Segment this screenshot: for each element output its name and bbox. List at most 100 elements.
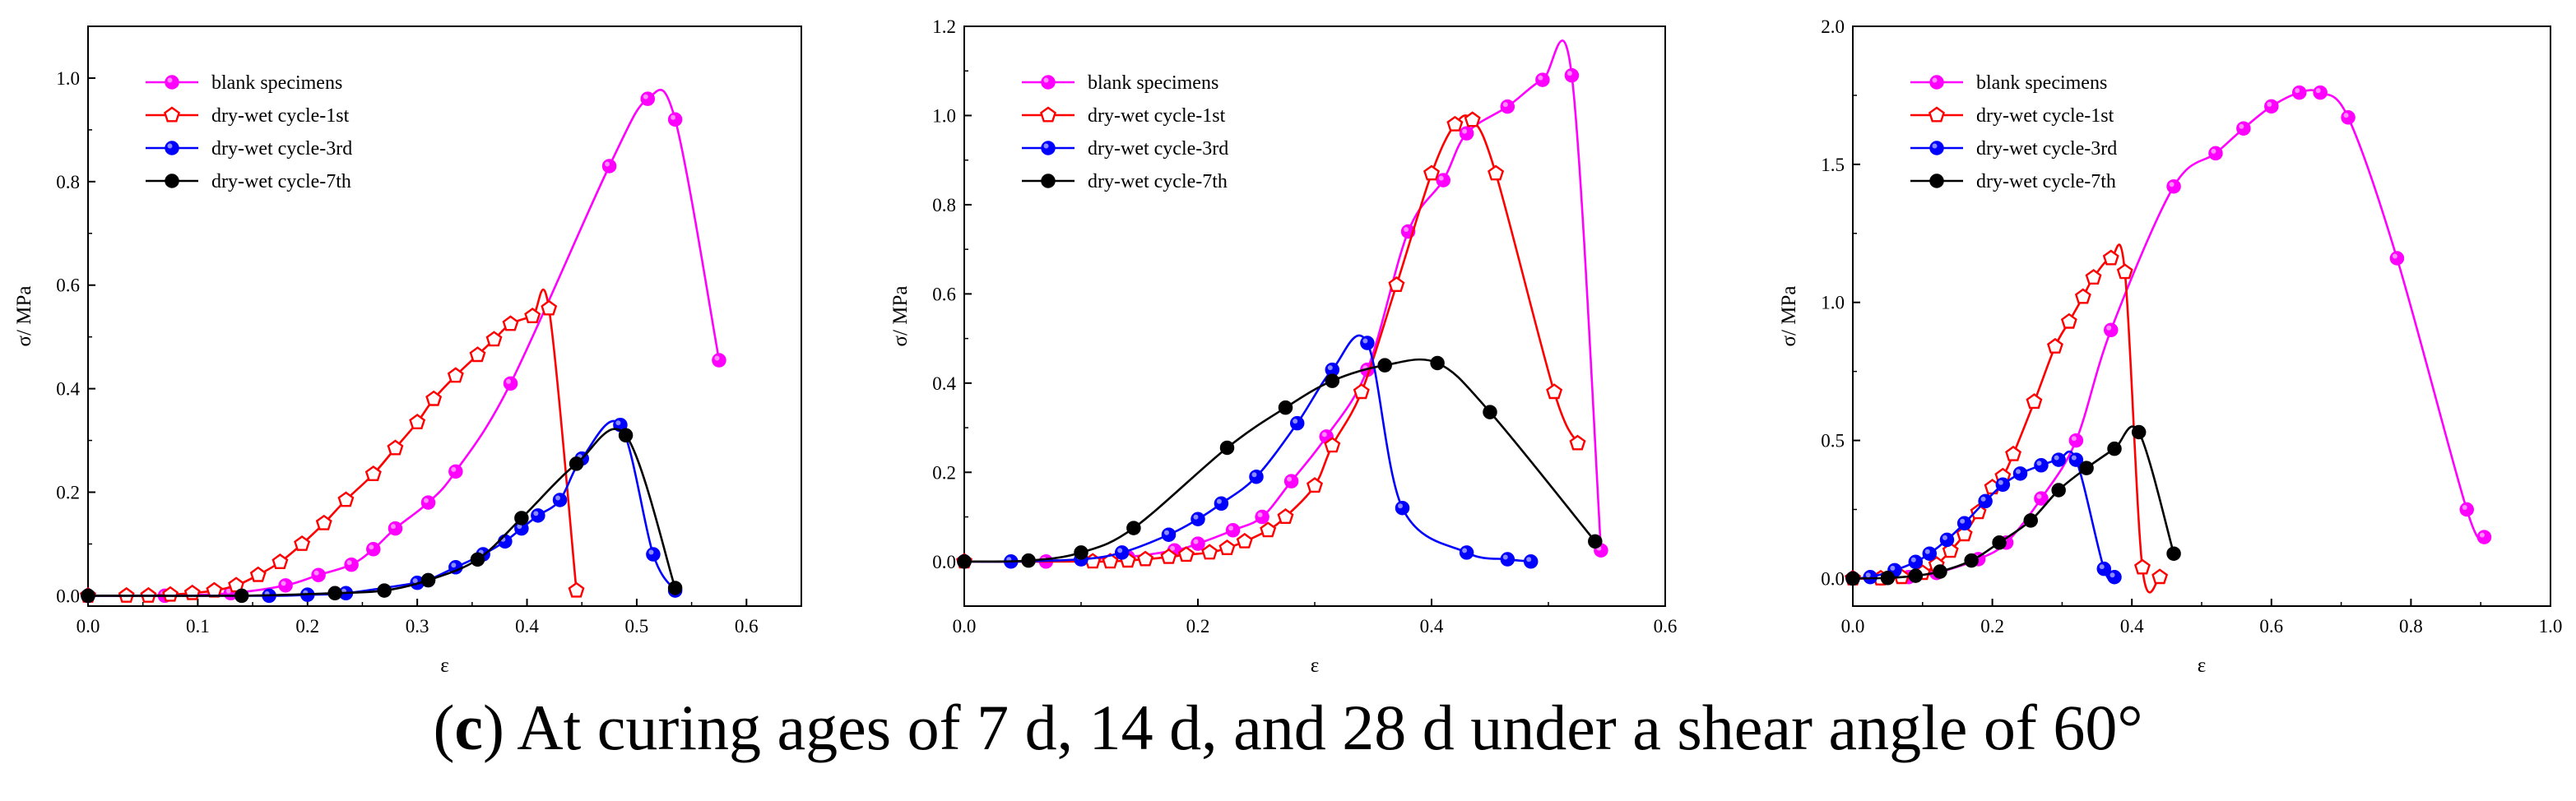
data-point [1564,67,1580,83]
data-point-highlight [1170,545,1176,551]
data-point [2026,393,2043,410]
data-point [503,376,518,391]
series-4 [81,428,683,604]
data-point-highlight [1193,514,1199,520]
data-point [1388,276,1405,292]
data-point-highlight [1502,102,1508,108]
y-tick-label: 2.0 [1821,16,1845,37]
x-tick-label: 0.2 [295,616,319,637]
data-point-highlight [605,161,610,167]
series-1 [81,89,726,604]
x-tick-label: 0.4 [2120,616,2144,637]
data-point [541,299,558,316]
data-point [1191,536,1205,551]
data-point-highlight [2479,532,2485,538]
y-tick-label: 0.0 [1821,568,1845,589]
data-point [2079,461,2094,475]
data-point [1137,550,1154,567]
data-point [1908,554,1924,570]
data-point-highlight [1526,557,1532,563]
x-tick-label: 0.4 [1420,616,1444,637]
x-axis-title: ε [2198,655,2207,677]
data-point-highlight [1193,539,1199,544]
data-point [1218,539,1236,555]
data-point [2005,445,2022,461]
data-point-highlight [1216,498,1222,504]
x-tick-label: 0.4 [515,616,539,637]
caption-letter: c [454,692,484,763]
y-tick-label: 0.4 [932,373,956,394]
data-point [1325,373,1340,388]
data-point [1569,434,1586,451]
series-2 [79,288,585,603]
data-point [1191,512,1205,526]
data-point-highlight [2016,469,2021,475]
caption-open-paren: ( [433,692,455,763]
data-point-highlight [2295,88,2300,94]
data-point [2085,269,2102,285]
data-point [470,552,485,567]
plot-frame [1852,25,2551,607]
y-tick-label: 1.0 [1821,293,1845,313]
data-point-highlight [281,581,286,586]
y-tick-label: 0.0 [932,552,956,572]
data-point-highlight [346,560,352,566]
data-point [524,308,541,323]
legend-marker [1041,75,1056,90]
x-tick-label: 0.6 [735,616,759,637]
data-point [1880,571,1896,586]
legend-marker [165,75,179,90]
data-point [1546,383,1563,400]
data-point-highlight [1890,565,1896,571]
data-point [1249,469,1264,484]
x-tick-label: 0.6 [1654,616,1678,637]
data-point [1978,493,1993,509]
data-point [206,581,223,598]
data-point [1260,521,1277,538]
data-point [1324,437,1341,453]
data-point-highlight [1117,548,1123,553]
data-point [2389,251,2405,266]
data-point-highlight [1404,226,1409,232]
data-point-highlight [671,114,676,120]
data-point [272,553,289,569]
data-point [2023,513,2038,528]
data-point [712,353,726,368]
data-point [1278,400,1293,415]
legend-marker [165,174,179,188]
data-point [1236,532,1253,549]
data-point [1377,358,1392,373]
data-point [337,491,355,507]
y-axis-title: σ/ MPa [889,286,912,347]
data-point [1160,548,1177,564]
data-point-highlight [412,578,418,584]
x-tick-label: 0.1 [186,616,210,637]
y-tick-label: 0.0 [56,586,80,606]
data-point [1225,523,1241,538]
data-point-highlight [1438,175,1444,181]
data-point-highlight [1164,530,1169,535]
legend-entry: blank specimens [211,72,342,94]
data-point [1500,552,1515,567]
data-point [2166,546,2181,561]
y-tick-label: 0.5 [1821,431,1845,451]
data-point-highlight [1538,75,1543,81]
chart-panel-1: 0.0 0.1 0.2 0.3 0.4 0.5 0.6 0.0 0.2 0.4 0.6 0.8 1.0 ε… [13,25,802,677]
data-point [485,331,503,347]
data-point [2046,337,2063,354]
legend-entry: dry-wet cycle-7th [1088,171,1228,192]
data-point [1488,164,1505,181]
data-point [1126,521,1141,535]
legend: blank specimens dry-wet cycle-1st dry-wet … [1910,72,2117,192]
data-point [2208,146,2223,161]
data-point [311,567,326,582]
data-point-highlight [1998,479,2003,485]
data-point-highlight [714,355,720,361]
data-point [2051,452,2066,467]
data-point-highlight [1321,432,1327,438]
data-point [1360,336,1375,350]
x-tick-label: 0.2 [1980,616,2004,637]
legend: blank specimens dry-wet cycle-1st dry-wet … [146,72,352,192]
y-tick-label: 1.0 [932,105,956,126]
